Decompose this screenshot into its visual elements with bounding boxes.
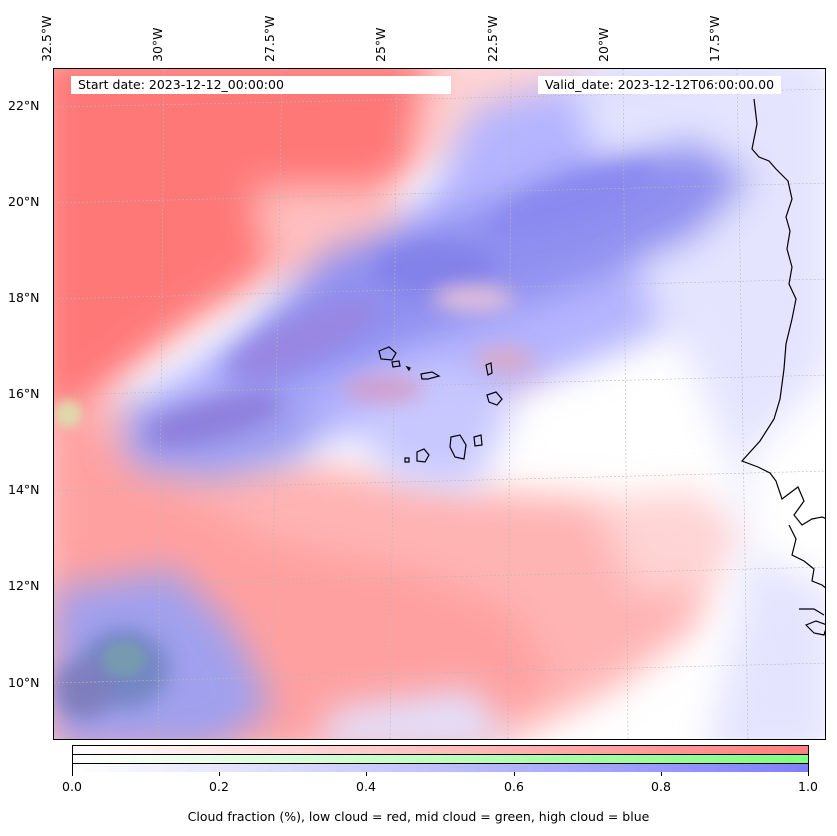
mid-cloud-layer xyxy=(54,400,146,677)
colorbar-tick xyxy=(808,772,809,776)
colorbar xyxy=(72,745,809,772)
lat-label: 14°N xyxy=(8,482,40,497)
lon-label: 30°W xyxy=(150,27,165,62)
colorbar-tick-label: 0.8 xyxy=(651,779,671,794)
colorbar-high-cloud xyxy=(73,764,808,772)
island xyxy=(416,448,430,463)
colorbar-label: Cloud fraction (%), low cloud = red, mid… xyxy=(187,809,650,824)
coastline xyxy=(740,98,825,636)
island xyxy=(473,434,483,447)
lat-label: 10°N xyxy=(8,675,40,690)
colorbar-tick-label: 1.0 xyxy=(798,779,818,794)
lon-label: 32.5°W xyxy=(39,15,54,62)
island xyxy=(485,362,493,376)
lon-label: 25°W xyxy=(373,27,388,62)
island xyxy=(449,434,467,460)
lon-label: 20°W xyxy=(596,27,611,62)
island xyxy=(404,457,410,463)
lat-label: 22°N xyxy=(8,98,40,113)
lat-label: 16°N xyxy=(8,386,40,401)
island xyxy=(378,346,397,361)
graticule xyxy=(54,69,825,739)
valid-date-label: Valid_date: 2023-12-12T06:00:00.00 xyxy=(538,76,782,94)
colorbar-tick-label: 0.4 xyxy=(356,779,376,794)
lon-label: 27.5°W xyxy=(262,15,277,62)
lat-label: 18°N xyxy=(8,290,40,305)
colorbar-tick xyxy=(661,772,662,776)
map-canvas xyxy=(54,69,825,739)
colorbar-tick xyxy=(514,772,515,776)
island xyxy=(420,371,441,380)
lat-label: 20°N xyxy=(8,194,40,209)
colorbar-tick-label: 0.0 xyxy=(62,779,82,794)
colorbar-tick xyxy=(219,772,220,776)
island xyxy=(405,365,411,372)
lat-label: 12°N xyxy=(8,578,40,593)
colorbar-mid-cloud xyxy=(73,755,808,764)
start-date-label: Start date: 2023-12-12_00:00:00 xyxy=(71,76,451,94)
cloud-fraction-map xyxy=(53,68,826,740)
colorbar-low-cloud xyxy=(73,746,808,755)
cloud-detail-layer xyxy=(54,161,659,719)
island xyxy=(391,360,401,368)
lon-label: 17.5°W xyxy=(707,15,722,62)
colorbar-tick-label: 0.2 xyxy=(209,779,229,794)
colorbar-tick-label: 0.6 xyxy=(504,779,524,794)
lon-label: 22.5°W xyxy=(485,15,500,62)
colorbar-tick xyxy=(366,772,367,776)
island xyxy=(486,391,503,406)
colorbar-tick xyxy=(72,772,73,776)
cape-verde-islands xyxy=(378,346,503,463)
